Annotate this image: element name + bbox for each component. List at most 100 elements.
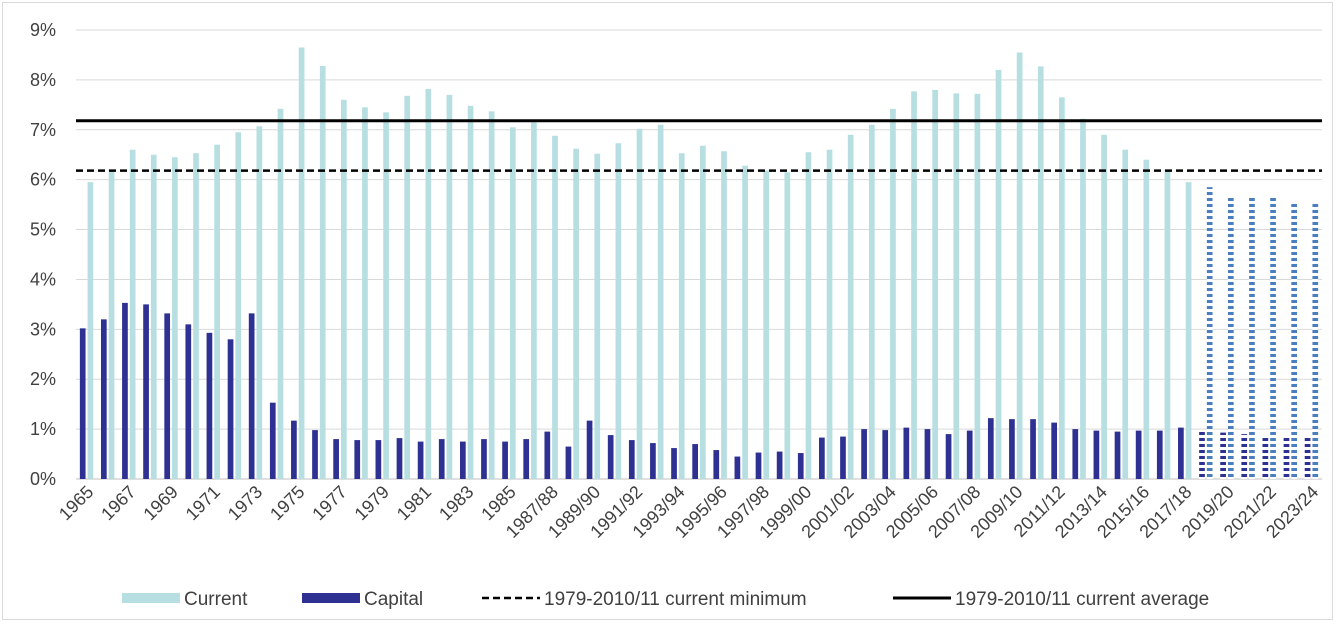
capital-bar: [1220, 432, 1226, 479]
y-tick-label: 8%: [30, 70, 56, 90]
current-bar: [235, 132, 242, 479]
capital-bar: [1009, 419, 1015, 479]
capital-bar: [776, 451, 783, 479]
capital-bar: [417, 441, 424, 479]
capital-bar: [607, 435, 614, 479]
capital-bar: [713, 450, 720, 479]
current-bar: [953, 93, 960, 479]
current-bar: [150, 154, 157, 479]
x-tick-label: 1975: [266, 482, 308, 524]
current-bar: [1080, 118, 1086, 480]
x-tick-label: 1969: [139, 482, 181, 524]
capital-bar: [1135, 430, 1142, 479]
capital-bar: [1199, 430, 1205, 479]
x-tick-label: 1965: [55, 482, 97, 524]
current-bar: [847, 134, 854, 479]
x-tick-label: 1971: [182, 482, 224, 524]
capital-bar: [227, 339, 234, 479]
capital-bar: [1093, 430, 1100, 479]
y-tick-label: 1%: [30, 419, 56, 439]
legend: Current Capital 1979-2010/11 current minim…: [122, 589, 1209, 610]
capital-bar: [143, 304, 149, 479]
capital-bar: [1114, 431, 1121, 479]
capital-bar: [903, 427, 910, 479]
y-tick-label: 4%: [30, 269, 56, 289]
capital-bar: [1156, 430, 1163, 479]
current-bar: [1059, 97, 1065, 479]
current-bar: [467, 105, 474, 479]
y-tick-label: 9%: [30, 20, 56, 40]
current-bar: [573, 148, 579, 480]
capital-bar: [945, 434, 952, 479]
capital-bar: [734, 456, 741, 479]
capital-bar: [312, 430, 318, 479]
capital-bar: [840, 436, 846, 479]
current-bar: [1227, 195, 1234, 479]
current-bar: [700, 145, 706, 479]
current-bar: [657, 124, 664, 480]
capital-bar: [481, 439, 487, 479]
capital-bar: [882, 430, 889, 479]
legend-swatch: [122, 593, 180, 603]
current-bar: [1270, 197, 1276, 479]
current-bar: [214, 144, 220, 479]
capital-bar: [650, 443, 656, 479]
capital-bar: [966, 430, 973, 479]
current-bar: [805, 152, 812, 479]
y-tick-label: 0%: [30, 469, 56, 489]
current-bar: [362, 107, 368, 480]
current-bar: [636, 128, 643, 479]
capital-bar: [544, 431, 551, 479]
y-tick-label: 2%: [30, 369, 56, 389]
current-bar: [488, 111, 495, 480]
capital-bar: [861, 429, 867, 479]
capital-bar: [375, 440, 382, 479]
current-bar: [425, 88, 432, 479]
current-bar: [552, 135, 558, 479]
capital-bar: [586, 420, 593, 479]
y-tick-label: 3%: [30, 319, 56, 339]
current-bar: [531, 122, 537, 480]
current-bar: [129, 149, 136, 479]
current-bar: [256, 126, 263, 479]
current-bar: [446, 94, 453, 479]
y-tick-label: 5%: [30, 220, 56, 240]
x-tick-label: 1979: [351, 482, 393, 524]
current-bar: [678, 153, 685, 479]
current-bar: [1164, 169, 1171, 479]
capital-bar: [755, 452, 762, 479]
legend-swatch: [302, 593, 360, 603]
current-bar: [1143, 159, 1150, 479]
current-bar: [1312, 203, 1319, 479]
capital-bar: [1051, 422, 1058, 479]
capital-bar: [1304, 436, 1311, 479]
current-bar: [319, 65, 326, 480]
current-bar: [995, 69, 1002, 480]
capital-bar: [396, 438, 403, 479]
current-bar: [1249, 197, 1255, 479]
capital-bar: [692, 444, 698, 479]
capital-bar: [459, 441, 466, 479]
current-bar: [404, 95, 411, 479]
current-bar: [509, 127, 516, 480]
y-tick-label: 7%: [30, 120, 56, 140]
legend-label: Current: [184, 589, 248, 610]
current-bar: [932, 89, 939, 479]
capital-bar: [819, 437, 825, 479]
current-bar: [1122, 149, 1129, 479]
current-bar: [1101, 134, 1107, 479]
current-bar: [1016, 52, 1023, 479]
capital-bar: [354, 440, 361, 479]
capital-bar: [523, 439, 530, 479]
current-bar: [277, 108, 284, 479]
capital-bar: [628, 440, 635, 479]
capital-bar: [100, 319, 107, 479]
capital-bar: [987, 418, 994, 479]
capital-bar: [1072, 429, 1079, 479]
capital-bar: [797, 453, 804, 479]
x-tick-label: 1967: [97, 482, 139, 524]
current-bar: [763, 170, 770, 480]
current-bar: [868, 124, 875, 480]
x-axis-ticks: 1965 1967 1969 1971 1973 1975 1977 1979 1981 1983…: [55, 482, 1322, 542]
current-bar: [594, 153, 601, 480]
